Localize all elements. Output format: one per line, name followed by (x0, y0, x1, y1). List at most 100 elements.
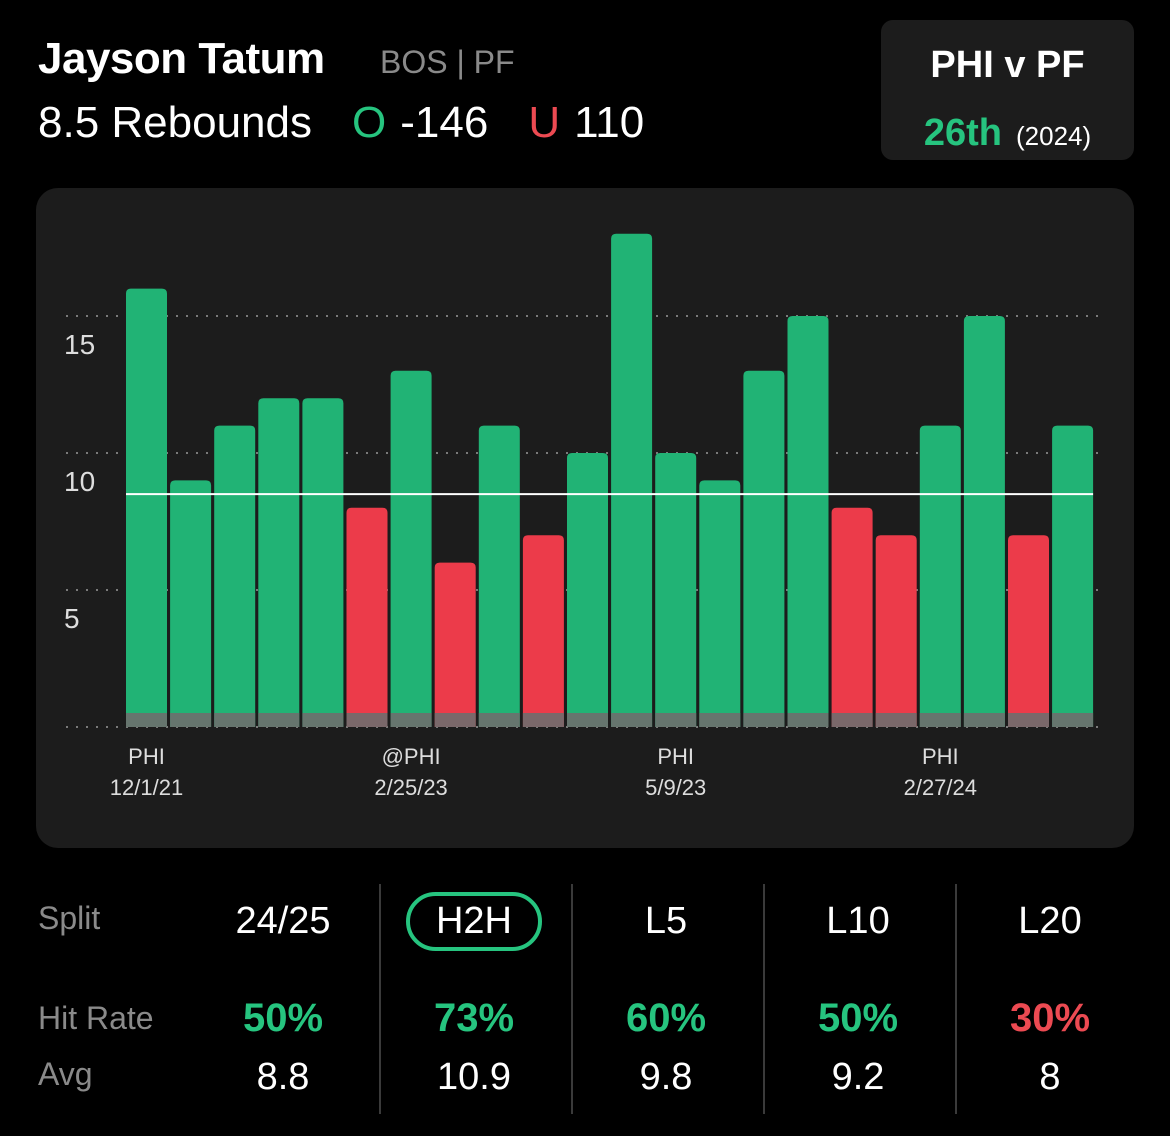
x-tick-opponent: PHI (922, 744, 959, 769)
bar (743, 370, 785, 727)
bar-base (390, 713, 432, 727)
split-tab-l10[interactable]: L10 (768, 900, 948, 943)
x-tick-date: 5/9/23 (645, 775, 706, 800)
x-tick-date: 2/27/24 (904, 775, 977, 800)
chart-card: 5 10 15 PHI 12/1/21 @PHI 2/25/23 PHI 5/9/23 PHI 2/… (36, 188, 1134, 848)
x-tick-opponent: PHI (657, 744, 694, 769)
split-tab-label: L5 (644, 900, 688, 942)
avg-value: 10.9 (437, 1056, 511, 1098)
avg-value: 9.2 (831, 1056, 885, 1098)
bar (214, 425, 256, 727)
avg-value: 8 (1039, 1056, 1061, 1098)
player-name: Jayson Tatum (38, 34, 325, 83)
split-tab-l20[interactable]: L20 (960, 900, 1140, 943)
split-column[interactable]: 24/25 50% 8.8 (193, 880, 373, 1120)
bar (963, 316, 1005, 727)
column-divider (955, 884, 957, 1114)
bar (567, 453, 608, 727)
bar-base (170, 713, 212, 727)
bar (258, 398, 300, 727)
bar-base (258, 713, 300, 727)
matchup-title: PHI v PF (930, 44, 1085, 86)
split-tab-h2h[interactable]: H2H (384, 892, 564, 951)
under-odds-button[interactable]: U 110 (528, 98, 644, 148)
bar (170, 480, 212, 727)
rebounds-bar-chart: 5 10 15 PHI 12/1/21 @PHI 2/25/23 PHI 5/9/23 PHI 2/… (64, 233, 1100, 800)
x-tick-date: 12/1/21 (110, 775, 183, 800)
column-divider (379, 884, 381, 1114)
column-divider (763, 884, 765, 1114)
bar (611, 233, 653, 728)
split-tab-label: L10 (826, 900, 890, 942)
bar (1008, 535, 1049, 727)
split-tab-label: L20 (1018, 900, 1082, 942)
bar-base (1052, 713, 1094, 727)
bar-base (567, 713, 608, 727)
bar-base (126, 713, 167, 727)
bar-base (655, 713, 697, 727)
bar-base (478, 713, 520, 727)
matchup-year: (2024) (1015, 121, 1092, 151)
bar (126, 288, 167, 727)
bar-base (963, 713, 1005, 727)
bar-base (1008, 713, 1049, 727)
bar (875, 535, 917, 727)
matchup-rank: 26th (923, 112, 1002, 154)
bar (831, 507, 873, 727)
over-odds-button[interactable]: O -146 (352, 98, 488, 148)
avg-value: 8.8 (256, 1056, 310, 1098)
matchup-rank-row: 26th (2024) (881, 112, 1134, 155)
x-tick-opponent: @PHI (382, 744, 441, 769)
bar-base (611, 713, 653, 727)
bar (787, 316, 829, 727)
split-column[interactable]: H2H 73% 10.9 (384, 880, 564, 1120)
split-column[interactable]: L20 30% 8 (960, 880, 1140, 1120)
bar (1052, 425, 1094, 727)
y-tick-label: 15 (64, 329, 95, 360)
bar-base (699, 713, 741, 727)
bar-base (434, 713, 476, 727)
split-tab-label: 24/25 (235, 900, 331, 942)
bar (434, 562, 476, 727)
bar (699, 480, 741, 727)
x-tick-opponent: PHI (128, 744, 165, 769)
prop-line: 8.5 Rebounds O -146 U 110 (38, 98, 684, 148)
split-table: Split Hit Rate Avg 24/25 50% 8.8 H2H 73%… (0, 880, 1170, 1120)
bar (478, 425, 520, 727)
hit-rate-value: 73% (433, 996, 515, 1040)
bar (346, 507, 388, 727)
under-tag: U (528, 98, 561, 147)
bar (655, 453, 697, 727)
over-odds-value: -146 (400, 98, 489, 147)
split-tab-label: H2H (405, 892, 543, 951)
hit-rate-value: 50% (817, 996, 899, 1040)
y-tick-label: 10 (64, 466, 95, 497)
avg-value: 9.8 (639, 1056, 693, 1098)
under-odds-value: 110 (574, 98, 645, 147)
hit-rate-value: 30% (1009, 996, 1091, 1040)
bar-base (522, 713, 564, 727)
y-tick-label: 5 (64, 603, 80, 634)
prop-line-label: 8.5 Rebounds (38, 98, 312, 147)
bar-base (831, 713, 873, 727)
bar-base (214, 713, 256, 727)
split-column[interactable]: L10 50% 9.2 (768, 880, 948, 1120)
hit-rate-row-label: Hit Rate (38, 1000, 154, 1036)
column-divider (571, 884, 573, 1114)
bar-base (346, 713, 388, 727)
split-tab-24-25[interactable]: 24/25 (193, 900, 373, 943)
bar (522, 535, 564, 727)
hit-rate-value: 50% (242, 996, 324, 1040)
bar (302, 398, 344, 727)
avg-row-label: Avg (38, 1056, 93, 1092)
split-row-label: Split (38, 900, 101, 936)
matchup-card[interactable]: PHI v PF 26th (2024) (881, 20, 1134, 160)
team-position: BOS | PF (380, 44, 515, 80)
split-column[interactable]: L5 60% 9.8 (576, 880, 756, 1120)
over-tag: O (352, 98, 387, 147)
bar-base (875, 713, 917, 727)
bar-base (919, 713, 961, 727)
bar-base (787, 713, 829, 727)
bar-base (743, 713, 785, 727)
split-tab-l5[interactable]: L5 (576, 900, 756, 943)
